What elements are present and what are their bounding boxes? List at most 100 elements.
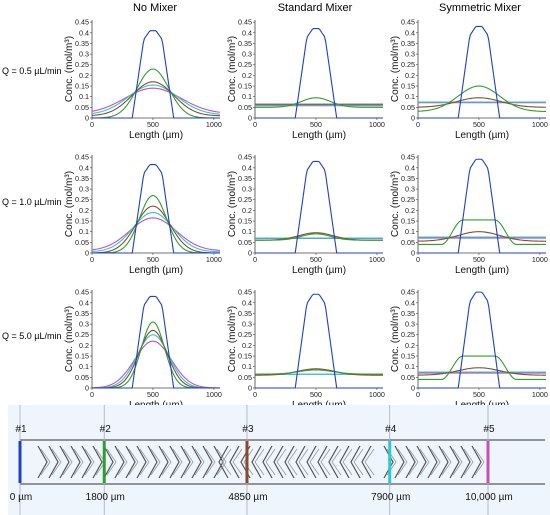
x-tick-label: 0 [416, 390, 420, 399]
x-tick-label: 0 [253, 390, 257, 399]
row-labels: Q = 0.5 µL/min Q = 1.0 µL/min Q = 5.0 µL… [2, 66, 61, 341]
x-tick-label: 1000 [532, 390, 548, 399]
y-tick-label: 0.15 [401, 82, 415, 91]
chevron-mark [284, 445, 295, 479]
y-tick-label: 0.05 [238, 103, 252, 112]
x-tick-label: 500 [147, 120, 159, 129]
y-tick-label: 0.35 [238, 309, 252, 318]
chevron-mark [172, 448, 183, 476]
chevron-mark [265, 448, 276, 476]
y-tick-label: 0.3 [79, 50, 89, 59]
y-tick-label: 0.05 [238, 373, 252, 382]
y-tick-label: 0.3 [405, 50, 415, 59]
y-tick-label: 0.4 [405, 298, 415, 307]
chevron-mark [441, 448, 452, 476]
chevron-mark [136, 445, 147, 479]
y-tick-label: 0 [411, 249, 415, 258]
y-tick-label: 0.4 [79, 298, 89, 307]
x-axis-label: Length (µm) [455, 265, 509, 276]
x-tick-label: 1000 [206, 255, 222, 264]
chevron-mark [463, 448, 474, 476]
y-tick-label: 0.45 [238, 288, 252, 297]
y-tick-label: 0.45 [75, 153, 89, 162]
chevron-mark [331, 448, 342, 476]
x-axis-label: Length (µm) [292, 130, 346, 141]
x-tick-label: 500 [310, 390, 322, 399]
series-line-p2 [255, 233, 383, 241]
series-line-p3 [91, 205, 221, 254]
marker-distance: 1800 µm [86, 492, 125, 503]
series-line-p5 [91, 87, 221, 113]
position-marker: #5 10,000 µm [465, 405, 513, 515]
x-tick-label: 0 [90, 120, 94, 129]
chevron-mark [309, 448, 320, 476]
y-axis-label: Conc. (mol/m³) [390, 171, 401, 237]
y-tick-label: 0 [248, 249, 252, 258]
y-tick-label: 0.25 [238, 330, 252, 339]
chevron-mark [59, 445, 70, 479]
chevron-mark [449, 445, 460, 479]
y-tick-label: 0.25 [401, 60, 415, 69]
y-tick-label: 0.1 [242, 92, 252, 101]
chevron-mark [460, 445, 471, 479]
y-tick-label: 0.2 [242, 206, 252, 215]
y-tick-label: 0.05 [401, 103, 415, 112]
column-title-standard-mixer: Standard Mixer [278, 2, 353, 14]
y-tick-label: 0 [85, 114, 89, 123]
y-tick-label: 0.1 [405, 227, 415, 236]
subplot: 00.050.10.150.20.250.30.350.40.450 500 100… [227, 153, 385, 276]
chevron-mark [51, 448, 62, 476]
y-tick-label: 0.2 [405, 71, 415, 80]
marker-distance: 10,000 µm [465, 492, 512, 503]
y-tick-label: 0.15 [401, 217, 415, 226]
chevron-mark [320, 448, 331, 476]
y-axis-label: Conc. (mol/m³) [64, 306, 75, 372]
y-tick-label: 0.15 [75, 217, 89, 226]
chevron-mark [81, 445, 92, 479]
series-line-p3 [91, 81, 221, 117]
chevron-mark [73, 448, 84, 476]
chevron-mark [474, 448, 485, 476]
x-axis-label: Length (µm) [292, 265, 346, 276]
chevron-mark [183, 448, 194, 476]
chevron-mark [430, 448, 441, 476]
y-tick-label: 0.2 [405, 341, 415, 350]
y-tick-label: 0.15 [75, 82, 89, 91]
subplot: 00.050.10.150.20.250.30.350.40.450 500 100… [64, 288, 222, 411]
series-line-p3 [417, 231, 547, 242]
series-line-p2 [418, 355, 546, 381]
y-tick-label: 0.25 [75, 195, 89, 204]
channel-diagram: #1 0 µm #2 1800 µm #3 4850 µm #4 7900 µm #5 10,00… [8, 405, 550, 515]
chevron-mark [114, 445, 125, 479]
chevron-mark [139, 448, 150, 476]
y-tick-label: 0 [411, 114, 415, 123]
y-tick-label: 0.3 [242, 185, 252, 194]
series-line-p1 [418, 25, 546, 119]
position-marker: #1 0 µm [10, 405, 32, 515]
subplot: 00.050.10.150.20.250.30.350.40.450 500 100… [227, 288, 385, 411]
subplot: 00.050.10.150.20.250.30.350.40.450 500 100… [390, 18, 548, 141]
x-tick-label: 1000 [369, 390, 385, 399]
row-label-0.5: Q = 0.5 µL/min [2, 66, 61, 76]
chevron-mark [408, 448, 419, 476]
y-tick-label: 0 [248, 114, 252, 123]
y-tick-label: 0.35 [75, 309, 89, 318]
y-tick-label: 0.1 [79, 227, 89, 236]
y-tick-label: 0.4 [79, 163, 89, 172]
y-tick-label: 0.2 [79, 71, 89, 80]
chevron-mark [147, 445, 158, 479]
chevron-mark [218, 445, 229, 479]
series-line-p5 [91, 340, 221, 389]
subplot: 00.050.10.150.20.250.30.350.40.450 500 100… [64, 18, 222, 141]
herringbone-group [37, 445, 227, 479]
row-label-5.0: Q = 5.0 µL/min [2, 331, 61, 341]
y-tick-label: 0.35 [75, 39, 89, 48]
y-tick-label: 0.3 [79, 320, 89, 329]
chevron-mark [254, 448, 265, 476]
y-tick-label: 0 [248, 384, 252, 393]
chevron-mark [438, 445, 449, 479]
herringbone-group [383, 445, 485, 479]
chevron-mark [416, 445, 427, 479]
y-tick-label: 0.35 [238, 174, 252, 183]
row-label-1.0: Q = 1.0 µL/min [2, 197, 61, 207]
